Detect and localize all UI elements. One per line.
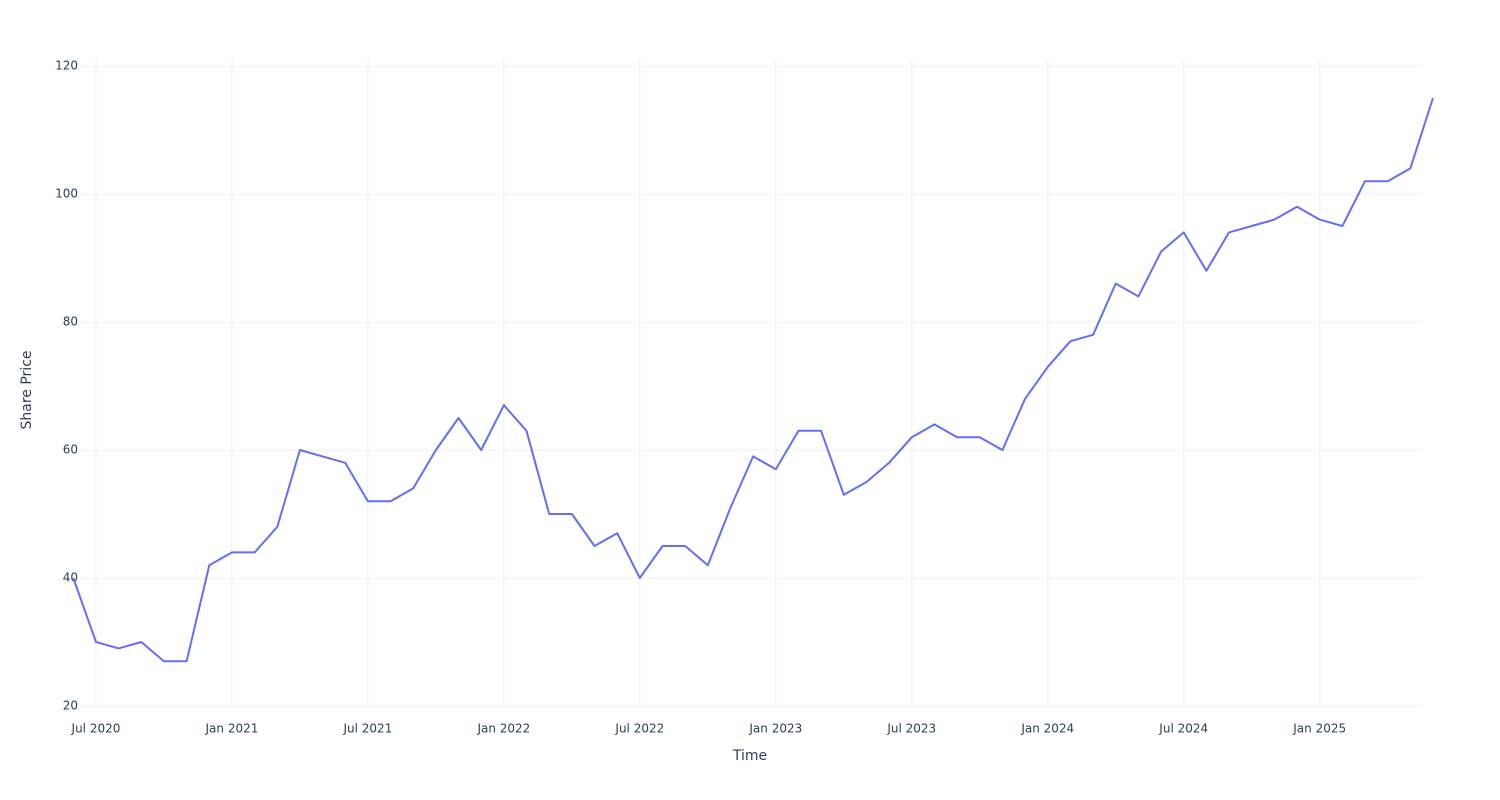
y-tick-label: 60 xyxy=(63,443,78,457)
y-tick-label: 20 xyxy=(63,699,78,713)
x-tick-label: Jul 2024 xyxy=(1158,722,1208,736)
x-tick-label: Jan 2024 xyxy=(1020,722,1074,736)
y-tick-label: 80 xyxy=(63,315,78,329)
x-tick-label: Jan 2021 xyxy=(205,722,259,736)
y-axis-title: Share Price xyxy=(19,350,35,429)
x-tick-label: Jan 2023 xyxy=(748,722,802,736)
x-tick-label: Jul 2020 xyxy=(71,722,121,736)
price-line xyxy=(72,97,1434,663)
y-tick-label: 100 xyxy=(55,187,78,201)
x-tick-label: Jan 2025 xyxy=(1292,722,1346,736)
x-tick-label: Jul 2021 xyxy=(342,722,392,736)
x-tick-label: Jul 2022 xyxy=(614,722,664,736)
x-tick-label: Jan 2022 xyxy=(476,722,530,736)
x-axis-title: Time xyxy=(732,748,767,764)
y-tick-label: 120 xyxy=(55,59,78,73)
x-tick-label: Jul 2023 xyxy=(886,722,936,736)
